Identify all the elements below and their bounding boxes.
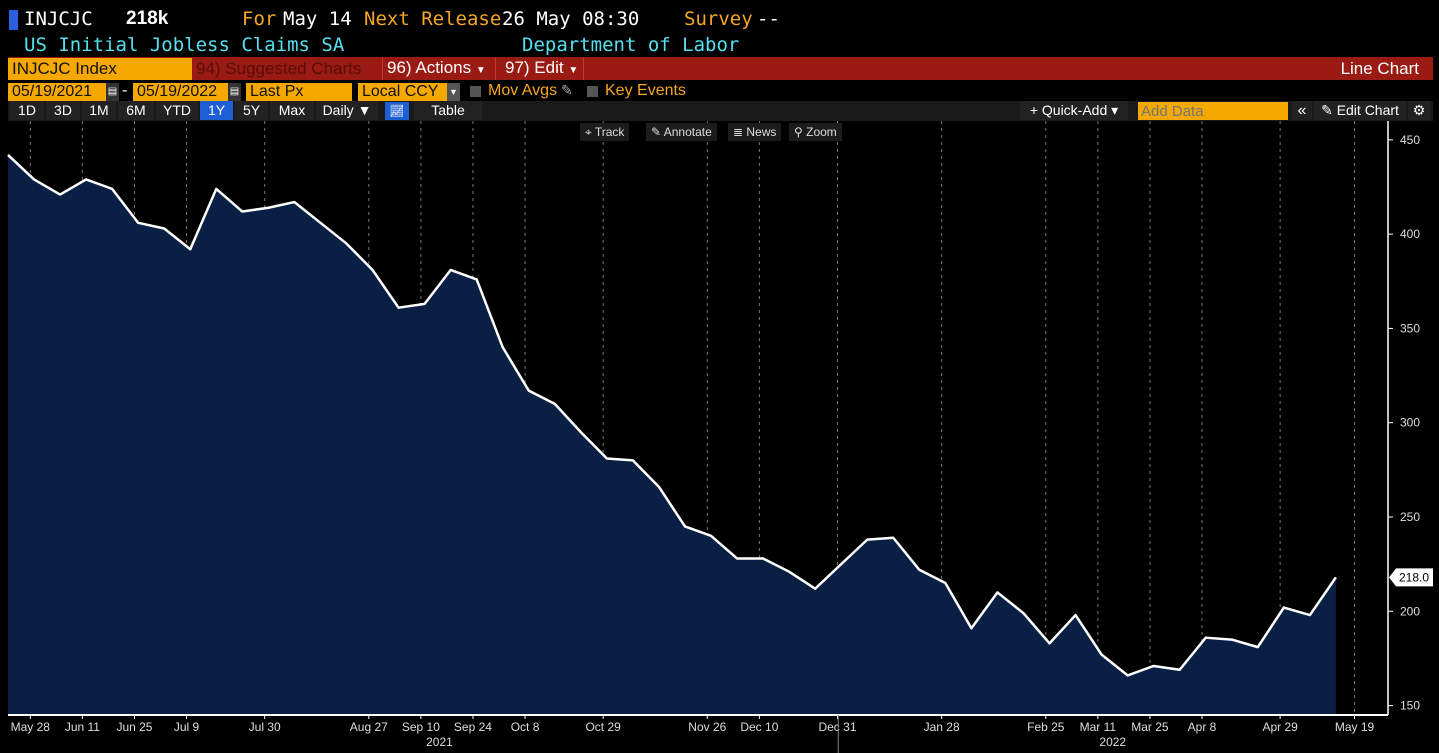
pencil-icon: ✎	[651, 125, 664, 139]
period-max[interactable]: Max	[270, 101, 314, 120]
x-tick-label: May 28	[11, 720, 51, 734]
news-label: News	[746, 125, 777, 139]
dropdown-icon: ▼	[568, 65, 579, 76]
edit-menu[interactable]: 97) Edit ▼	[500, 57, 584, 80]
period-6m[interactable]: 6M	[118, 101, 154, 120]
track-tool[interactable]: ⌖ Track	[580, 123, 630, 141]
crosshair-icon: ⌖	[585, 125, 595, 139]
ticker: INJCJC	[24, 8, 93, 30]
period-3d[interactable]: 3D	[46, 101, 80, 120]
zoom-label: Zoom	[806, 125, 837, 139]
add-data-input[interactable]	[1138, 102, 1288, 120]
table-button[interactable]: Table	[414, 101, 482, 120]
date-separator: -	[122, 82, 128, 99]
suggested-charts-menu[interactable]: 94) Suggested Charts	[196, 59, 362, 78]
x-tick-label: Jul 9	[174, 720, 200, 734]
edit-label: 97) Edit	[505, 58, 564, 77]
x-tick-label: Apr 29	[1262, 720, 1298, 734]
zoom-tool[interactable]: ⚲ Zoom	[789, 123, 842, 141]
for-label: For	[242, 8, 277, 30]
collapse-icon[interactable]: «	[1292, 101, 1312, 120]
x-tick-label: Oct 29	[585, 720, 621, 734]
news-icon: ≣	[733, 125, 747, 139]
y-tick-label: 300	[1400, 416, 1420, 430]
mov-avgs-label: Mov Avgs	[488, 82, 558, 99]
edit-chart-label: Edit Chart	[1336, 102, 1399, 118]
annotate-tool[interactable]: ✎ Annotate	[646, 123, 717, 141]
next-release-value: 26 May 08:30	[502, 8, 640, 30]
survey-value: --	[757, 8, 780, 30]
period-1d[interactable]: 1D	[10, 101, 44, 120]
y-tick-label: 150	[1400, 699, 1420, 713]
y-tick-label: 350	[1400, 321, 1420, 335]
x-tick-label: Sep 24	[454, 720, 492, 734]
for-value: May 14	[283, 8, 352, 30]
calendar-icon[interactable]: ▤	[106, 83, 119, 101]
track-label: Track	[594, 125, 625, 139]
x-tick-label: Jun 11	[65, 720, 100, 734]
x-tick-label: Jul 30	[249, 720, 281, 734]
magnifier-icon: ⚲	[794, 125, 807, 139]
x-tick-label: Nov 26	[688, 720, 726, 734]
x-tick-label: Mar 11	[1080, 720, 1117, 734]
frequency-select[interactable]: Daily ▼	[316, 101, 378, 120]
x-tick-label: Dec 10	[740, 720, 778, 734]
x-tick-label: Mar 25	[1131, 720, 1169, 734]
last-value: 218k	[126, 8, 169, 29]
y-tick-label: 450	[1400, 133, 1420, 147]
area-fill	[8, 154, 1336, 715]
field-select[interactable]: Last Px	[246, 83, 352, 101]
x-tick-label: Sep 10	[402, 720, 440, 734]
line-chart-icon[interactable]: 📈︎	[385, 102, 409, 120]
source: Department of Labor	[522, 34, 740, 56]
last-value-label: 218.0	[1399, 570, 1429, 584]
last-value-tag	[1389, 568, 1433, 587]
x-tick-label: Apr 8	[1188, 720, 1217, 734]
pencil-icon: ✎	[1321, 102, 1337, 118]
y-tick-label: 400	[1400, 227, 1420, 241]
dropdown-icon[interactable]: ▼	[447, 83, 460, 101]
period-5y[interactable]: 5Y	[235, 101, 268, 120]
key-events-label: Key Events	[605, 82, 686, 99]
year-label: 2022	[1099, 735, 1126, 749]
security-field[interactable]: INJCJC Index	[8, 58, 192, 80]
line-chart[interactable]: 150 200 250 300 350 400 450 May 28 Jun 11 Jun 25 J…	[0, 121, 1439, 753]
gear-icon[interactable]: ⚙	[1408, 101, 1430, 120]
description: US Initial Jobless Claims SA	[24, 34, 345, 56]
x-tick-label: Aug 27	[350, 720, 388, 734]
y-tick-label: 250	[1400, 510, 1420, 524]
next-release-label: Next Release	[364, 8, 502, 30]
period-1m[interactable]: 1M	[82, 101, 116, 120]
menu-bar	[8, 57, 1433, 80]
series-line	[7, 154, 1337, 677]
x-tick-label: Dec 31	[818, 720, 856, 734]
end-date-field[interactable]: 05/19/2022	[133, 83, 228, 101]
edit-chart-button[interactable]: ✎ Edit Chart	[1314, 101, 1406, 120]
calendar-icon[interactable]: ▤	[228, 83, 241, 101]
currency-select[interactable]: Local CCY	[358, 83, 447, 101]
chart-type-label: Line Chart	[1340, 59, 1419, 78]
pencil-icon[interactable]: ✎	[561, 82, 573, 98]
x-tick-label: May 19	[1335, 720, 1375, 734]
quick-add-button[interactable]: + Quick-Add ▾	[1020, 101, 1128, 120]
start-date-field[interactable]: 05/19/2021	[8, 83, 106, 101]
period-ytd[interactable]: YTD	[156, 101, 198, 120]
news-tool[interactable]: ≣ News	[728, 123, 782, 141]
year-label: 2021	[426, 735, 453, 749]
x-tick-label: Jan 28	[924, 720, 960, 734]
key-events-checkbox[interactable]	[587, 86, 598, 97]
mov-avgs-checkbox[interactable]	[470, 86, 481, 97]
x-tick-label: Oct 8	[511, 720, 540, 734]
survey-label: Survey	[684, 8, 753, 30]
annotate-label: Annotate	[663, 125, 712, 139]
ticker-marker	[9, 10, 18, 30]
actions-menu[interactable]: 96) Actions ▼	[382, 57, 496, 80]
actions-label: 96) Actions	[387, 58, 472, 77]
y-tick-label: 200	[1400, 604, 1420, 618]
x-tick-label: Jun 25	[116, 720, 152, 734]
dropdown-icon: ▼	[475, 65, 486, 76]
period-1y[interactable]: 1Y	[200, 101, 233, 120]
x-tick-label: Feb 25	[1027, 720, 1065, 734]
